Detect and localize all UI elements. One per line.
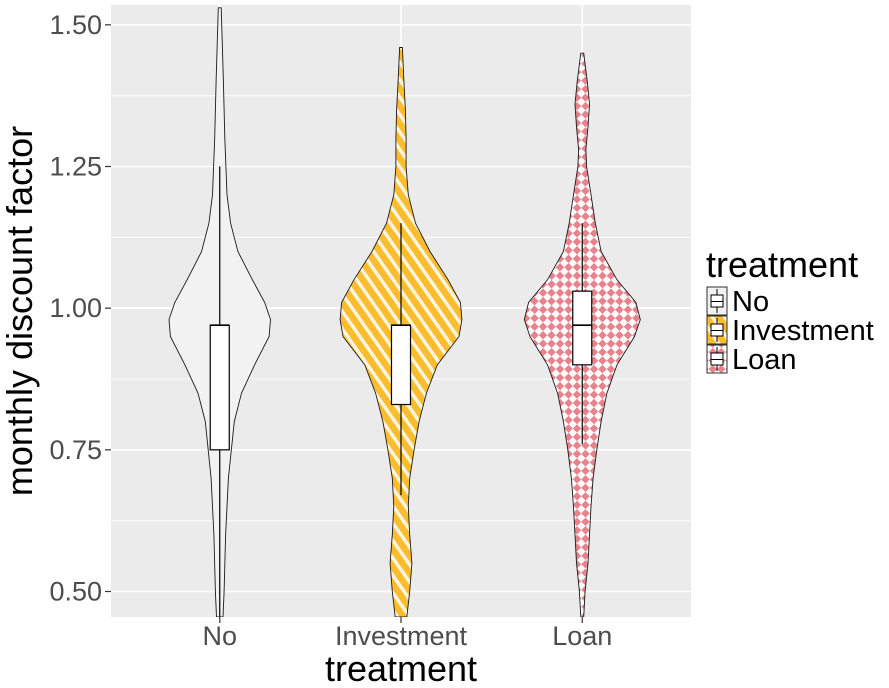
legend-label-loan: Loan <box>732 344 797 376</box>
x-tick-label: Investment <box>335 621 468 651</box>
legend-label-no: No <box>732 286 769 318</box>
y-axis-title: monthly discount factor <box>0 126 40 496</box>
y-tick-label: 1.25 <box>49 152 102 182</box>
box-investment <box>390 324 412 406</box>
box-no <box>209 324 230 451</box>
x-axis: No Investment Loan <box>202 617 612 651</box>
x-tick-label: Loan <box>552 621 612 651</box>
y-tick-label: 1.00 <box>49 293 102 323</box>
legend-label-investment: Investment <box>732 315 874 347</box>
y-tick-label: 1.50 <box>49 10 102 40</box>
box-loan <box>572 290 593 366</box>
x-axis-title: treatment <box>325 648 477 688</box>
y-axis: 0.50 0.75 1.00 1.25 1.50 <box>49 10 111 607</box>
x-tick-label: No <box>202 621 237 651</box>
violins <box>168 7 641 617</box>
legend-title: treatment <box>706 244 858 285</box>
y-tick-label: 0.50 <box>49 577 102 607</box>
y-tick-label: 0.75 <box>49 435 102 465</box>
